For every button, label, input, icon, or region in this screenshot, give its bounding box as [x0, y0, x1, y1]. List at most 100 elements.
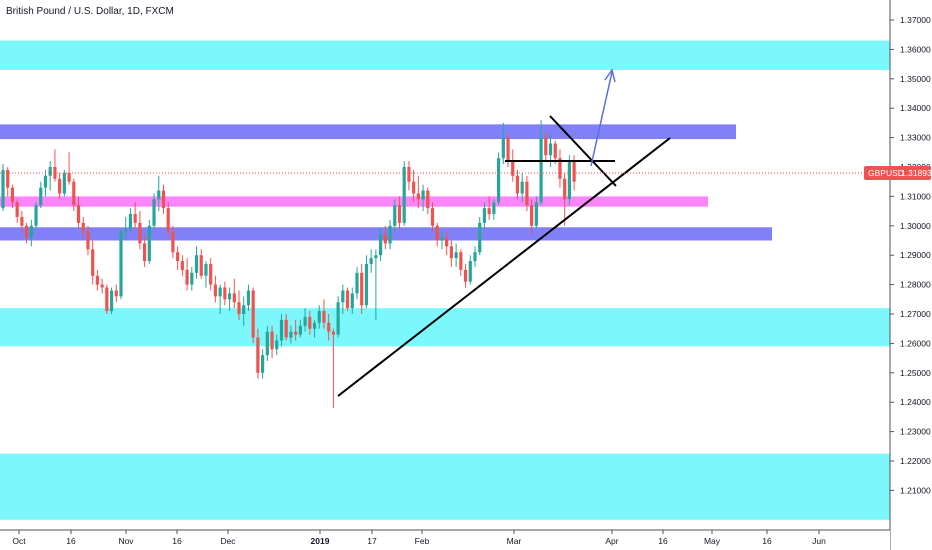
- candle[interactable]: [407, 161, 411, 191]
- candle[interactable]: [62, 169, 66, 197]
- candle[interactable]: [511, 149, 515, 182]
- candle[interactable]: [185, 258, 189, 291]
- candle[interactable]: [190, 266, 194, 291]
- candle[interactable]: [473, 246, 477, 267]
- candle[interactable]: [506, 134, 510, 167]
- candle[interactable]: [534, 196, 538, 229]
- candle[interactable]: [364, 255, 369, 309]
- candle[interactable]: [100, 278, 104, 294]
- candle[interactable]: [176, 246, 180, 270]
- candle[interactable]: [43, 169, 48, 197]
- candle[interactable]: [199, 249, 203, 279]
- candle[interactable]: [279, 314, 284, 347]
- candle[interactable]: [256, 328, 260, 379]
- zone-1[interactable]: [0, 124, 736, 140]
- candle[interactable]: [105, 284, 109, 314]
- candle[interactable]: [213, 275, 217, 303]
- candle[interactable]: [246, 284, 251, 312]
- candle[interactable]: [109, 287, 114, 314]
- candle[interactable]: [166, 202, 170, 238]
- candle[interactable]: [53, 149, 57, 182]
- candle[interactable]: [242, 296, 246, 326]
- candle[interactable]: [227, 287, 232, 312]
- candle[interactable]: [251, 287, 255, 344]
- candle[interactable]: [341, 284, 345, 314]
- candle[interactable]: [119, 228, 123, 300]
- trendline-support[interactable]: [337, 137, 671, 397]
- candle[interactable]: [114, 284, 118, 303]
- candle[interactable]: [232, 278, 236, 309]
- price-tag[interactable]: GBPUSD 1.31893: [864, 166, 932, 180]
- candle[interactable]: [369, 249, 373, 273]
- candle[interactable]: [393, 199, 397, 232]
- candle[interactable]: [143, 234, 147, 267]
- candle[interactable]: [128, 208, 133, 232]
- candle[interactable]: [539, 119, 543, 206]
- candle[interactable]: [1, 164, 5, 212]
- wedge-upper-line[interactable]: [549, 115, 617, 187]
- candle[interactable]: [563, 172, 567, 226]
- candle[interactable]: [303, 308, 307, 332]
- candle[interactable]: [138, 211, 142, 250]
- zone-0[interactable]: [0, 40, 890, 70]
- candle[interactable]: [67, 152, 71, 185]
- candle[interactable]: [336, 296, 340, 338]
- candle[interactable]: [530, 199, 534, 235]
- candle[interactable]: [558, 149, 562, 188]
- candle[interactable]: [548, 134, 553, 167]
- candle[interactable]: [478, 216, 482, 256]
- candle[interactable]: [298, 319, 302, 338]
- candle[interactable]: [10, 184, 15, 209]
- candle[interactable]: [261, 349, 265, 379]
- zone-5[interactable]: [0, 453, 890, 520]
- candle[interactable]: [463, 264, 468, 288]
- candle[interactable]: [383, 225, 387, 250]
- candle[interactable]: [161, 184, 166, 215]
- candle[interactable]: [72, 178, 76, 212]
- candle[interactable]: [265, 325, 269, 362]
- candle[interactable]: [355, 266, 359, 300]
- candle[interactable]: [468, 255, 472, 285]
- candle[interactable]: [25, 222, 29, 244]
- candle[interactable]: [345, 287, 350, 312]
- candle[interactable]: [48, 161, 52, 191]
- candle[interactable]: [449, 240, 453, 267]
- zone-2[interactable]: [0, 196, 708, 207]
- candle[interactable]: [223, 281, 227, 306]
- projection-arrow-line[interactable]: [590, 71, 613, 167]
- candle[interactable]: [152, 193, 156, 229]
- candle[interactable]: [454, 243, 458, 267]
- candle[interactable]: [294, 319, 298, 341]
- candle[interactable]: [157, 175, 161, 212]
- candle[interactable]: [520, 172, 524, 203]
- candle[interactable]: [275, 334, 279, 356]
- candle[interactable]: [412, 169, 416, 203]
- candle[interactable]: [15, 199, 19, 223]
- candle[interactable]: [397, 196, 402, 229]
- candle[interactable]: [6, 167, 10, 197]
- candle[interactable]: [204, 261, 208, 288]
- candle[interactable]: [147, 219, 151, 265]
- candle[interactable]: [430, 202, 435, 232]
- candle[interactable]: [515, 169, 520, 200]
- candle[interactable]: [124, 216, 128, 241]
- candle[interactable]: [86, 225, 90, 256]
- candle[interactable]: [445, 231, 449, 256]
- candle[interactable]: [95, 269, 99, 291]
- candle[interactable]: [39, 181, 43, 209]
- candle[interactable]: [487, 196, 491, 220]
- candle[interactable]: [218, 284, 222, 314]
- candle[interactable]: [322, 299, 326, 329]
- candle[interactable]: [331, 328, 335, 409]
- candle[interactable]: [58, 172, 62, 200]
- candle[interactable]: [360, 264, 364, 314]
- candle[interactable]: [76, 196, 81, 229]
- candle[interactable]: [497, 152, 501, 206]
- candle[interactable]: [492, 199, 496, 220]
- candle[interactable]: [350, 287, 354, 314]
- candle[interactable]: [312, 319, 317, 338]
- candle[interactable]: [388, 219, 392, 250]
- zone-3[interactable]: [0, 227, 772, 241]
- candle[interactable]: [421, 184, 425, 212]
